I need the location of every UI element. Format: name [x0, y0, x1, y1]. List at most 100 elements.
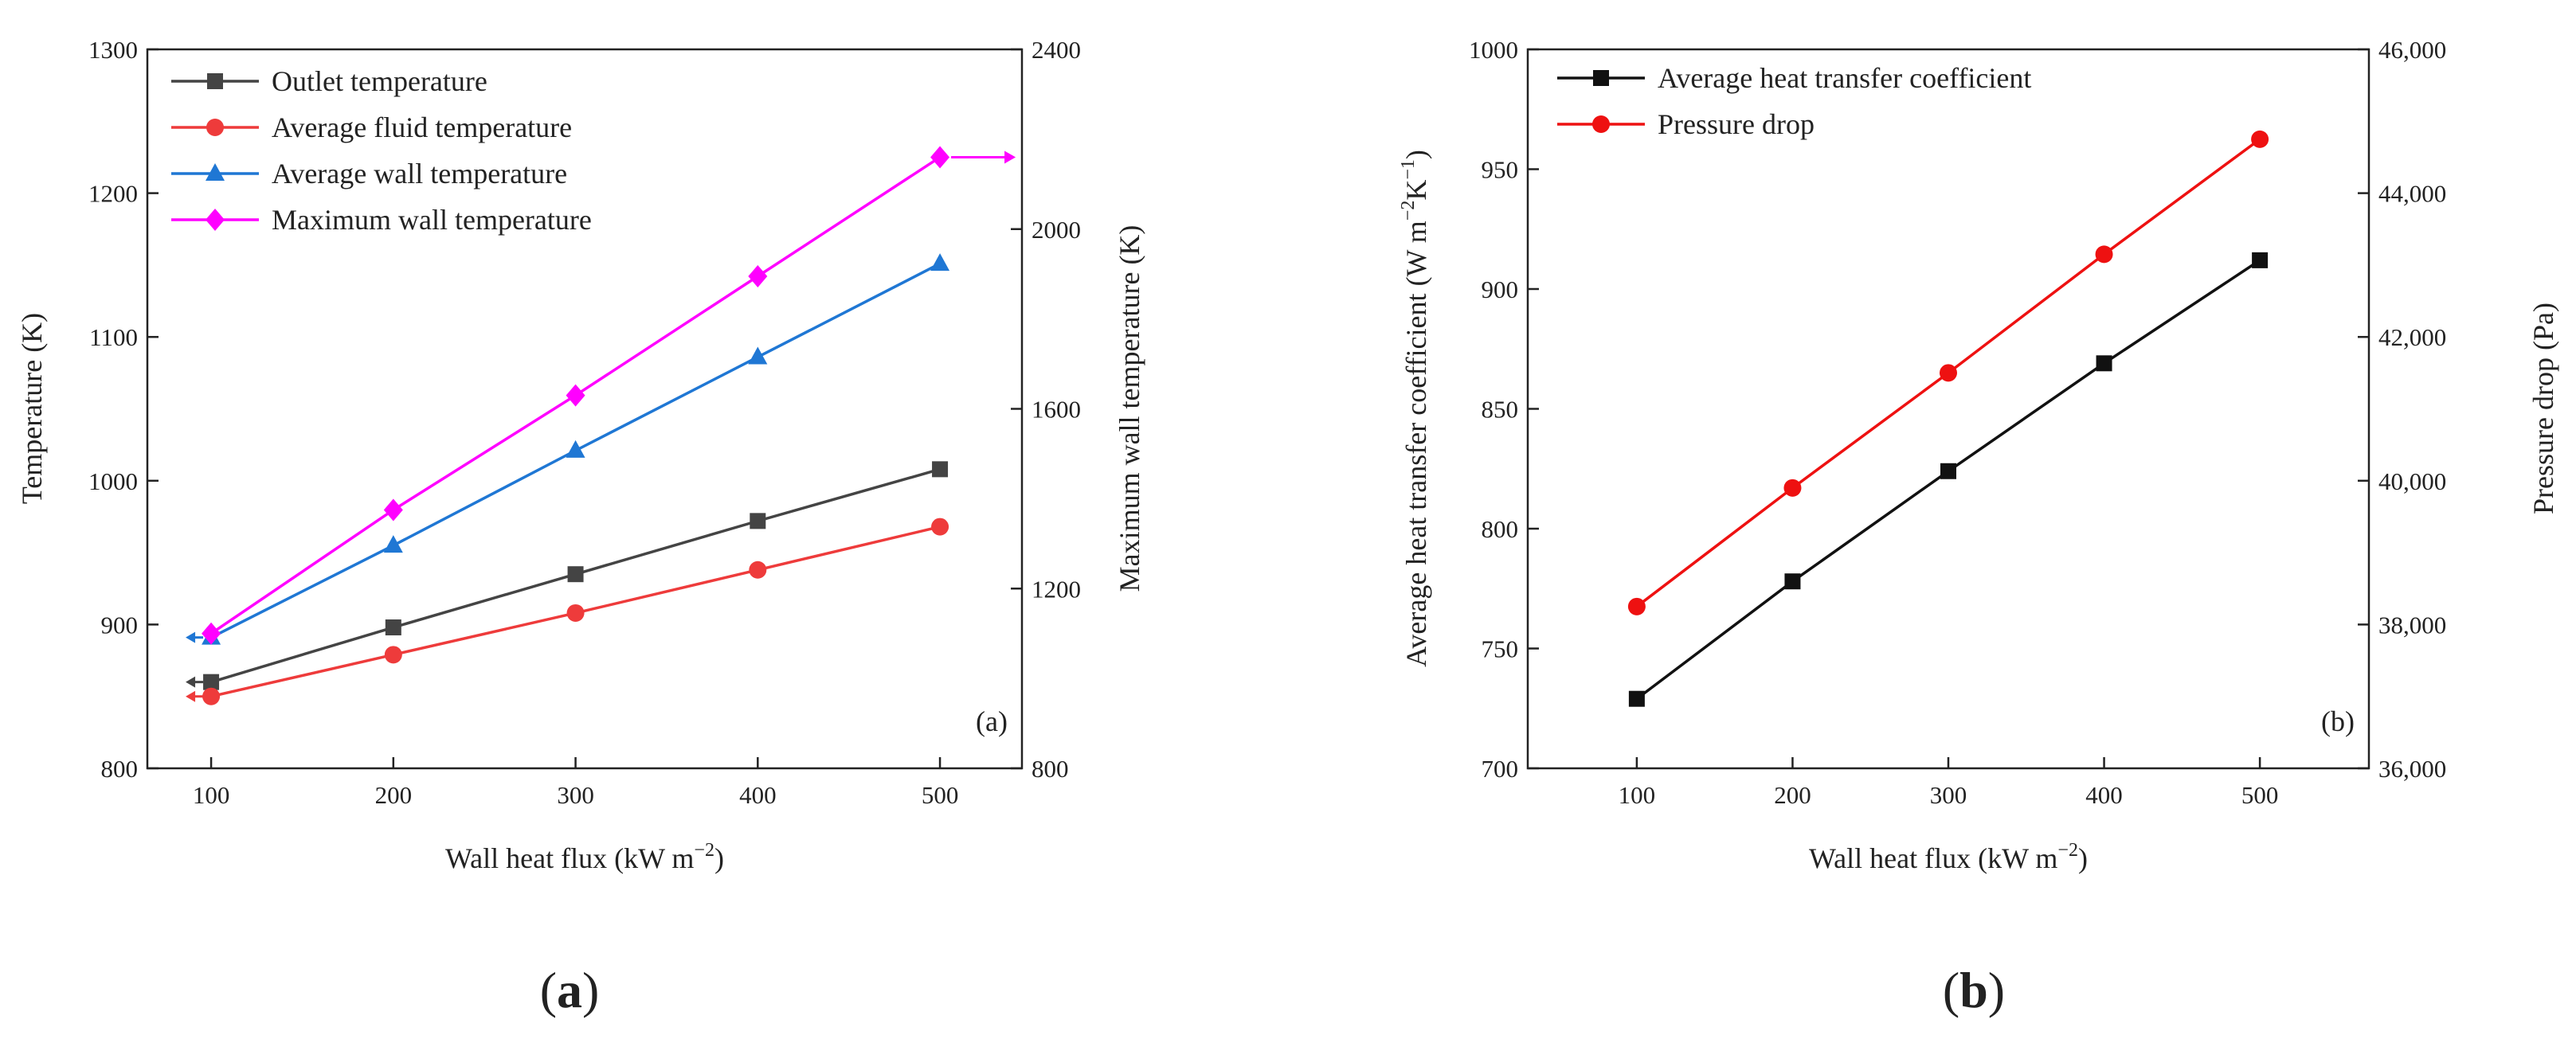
chart-a-y-tick-label: 800: [101, 755, 139, 783]
chart-b-legend-label: Average heat transfer coefficient: [1658, 62, 2031, 94]
chart-a-data-point: [383, 535, 403, 553]
chart-a-legend-label: Average fluid temperature: [272, 111, 572, 143]
chart-a-x-tick-label: 100: [193, 781, 230, 809]
chart-b-data-point: [2095, 245, 2113, 264]
chart-b-data-point: [1628, 690, 1645, 707]
chart-a-y2-tick-label: 2400: [1032, 36, 1081, 64]
chart-b-data-point: [2251, 130, 2269, 148]
chart-b-y2-tick-label: 42,000: [2378, 323, 2446, 351]
chart-b-y2-tick-label: 46,000: [2378, 36, 2446, 64]
chart-b-x-tick-label: 200: [1774, 781, 1811, 809]
chart-a-legend-marker: [206, 163, 225, 181]
chart-a-x-tick-label: 400: [739, 781, 777, 809]
chart-b-x-tick-label: 400: [2085, 781, 2123, 809]
chart-a-y2-tick-label: 1600: [1032, 396, 1081, 424]
chart-a-legend: Outlet temperature Average fluid temperat…: [171, 65, 592, 236]
chart-a: 100 200 300 400 500 800 900 1000 1100 1200 1300 8…: [16, 36, 1145, 874]
chart-a-legend-label: Outlet temperature: [272, 65, 487, 97]
chart-a-data-point: [202, 622, 221, 645]
chart-b-data-point: [1940, 364, 1957, 382]
chart-b-x-tick-label: 300: [1930, 781, 1967, 809]
chart-a-y2-tick-label: 2000: [1032, 216, 1081, 244]
chart-b-legend-label: Pressure drop: [1658, 108, 1815, 140]
chart-b-y2-tick-label: 36,000: [2378, 755, 2446, 783]
chart-b-series: [1627, 130, 2269, 707]
chart-a-data-point: [383, 498, 403, 522]
chart-b-y2-tick-label: 44,000: [2378, 180, 2446, 208]
chart-b-x-axis-label: Wall heat flux (kW m−2): [1809, 840, 2088, 874]
chart-b-data-point: [2252, 252, 2269, 268]
chart-a-legend-marker: [207, 73, 223, 89]
chart-a-data-point: [566, 384, 585, 407]
chart-b: 100 200 300 400 500 700 750 800 850 900 950 1000 3…: [1398, 36, 2559, 874]
chart-a-y-tick-label: 900: [101, 611, 139, 639]
chart-a-y2-ticks: 800 1200 1600 2000 2400: [1011, 36, 1081, 783]
chart-a-y-tick-label: 1100: [89, 323, 138, 351]
chart-b-legend: Average heat transfer coefficient Pressur…: [1557, 62, 2031, 140]
chart-a-legend-label: Average wall temperature: [272, 158, 567, 189]
chart-b-y-tick-label: 750: [1482, 635, 1519, 663]
chart-b-data-point: [1783, 479, 1802, 497]
chart-b-y-tick-label: 850: [1482, 396, 1519, 424]
chart-a-x-axis-label: Wall heat flux (kW m−2): [445, 840, 724, 874]
chart-a-y-ticks: 800 900 1000 1100 1200 1300: [88, 36, 159, 783]
chart-a-series: [186, 146, 1016, 705]
chart-b-y-tick-label: 700: [1482, 755, 1519, 783]
chart-a-y-tick-label: 1200: [88, 180, 138, 208]
chart-b-series-line: [1635, 259, 2261, 701]
chart-b-y2-ticks: 36,000 38,000 40,000 42,000 44,000 46,000: [2358, 36, 2446, 783]
chart-b-legend-marker: [1593, 70, 1609, 86]
chart-b-data-point: [1940, 463, 1956, 479]
chart-b-y2-tick-label: 38,000: [2378, 611, 2446, 639]
caption-a: (a): [540, 962, 600, 1018]
chart-a-y2-tick-label: 800: [1032, 755, 1069, 783]
chart-a-legend-label: Maximum wall temperature: [272, 204, 592, 236]
chart-b-y-tick-label: 800: [1482, 515, 1519, 543]
chart-b-x-tick-label: 100: [1619, 781, 1656, 809]
chart-a-y-tick-label: 1300: [88, 36, 138, 64]
chart-a-axis-arrow-head: [186, 676, 196, 688]
chart-b-legend-marker: [1592, 115, 1610, 133]
chart-a-axis-arrow-head: [186, 631, 196, 643]
chart-b-data-point: [2096, 355, 2112, 372]
chart-b-plot-frame: [1526, 48, 2370, 770]
chart-b-y-axis-label: Average heat transfer coefficient (W m−2…: [1398, 150, 1432, 667]
chart-a-data-point: [749, 561, 767, 579]
chart-a-data-point: [203, 674, 220, 690]
chart-a-data-point: [748, 265, 768, 288]
chart-a-y2-tick-label: 1200: [1032, 575, 1081, 603]
chart-a-data-point: [748, 346, 768, 365]
chart-b-y2-axis-label: Pressure drop (Pa): [2527, 303, 2559, 514]
chart-a-data-point: [932, 461, 949, 478]
chart-a-data-point: [566, 439, 585, 458]
chart-a-y2-axis-label: Maximum wall temperature (K): [1114, 225, 1145, 592]
chart-a-legend-marker: [206, 209, 225, 231]
caption-b: (b): [1943, 962, 2005, 1018]
chart-b-y2-tick-label: 40,000: [2378, 467, 2446, 495]
chart-b-data-point: [1784, 573, 1801, 590]
chart-b-y-tick-label: 1000: [1469, 36, 1518, 64]
chart-b-y-ticks: 700 750 800 850 900 950 1000: [1469, 36, 1539, 783]
chart-b-x-ticks: 100 200 300 400 500: [1619, 757, 2279, 809]
chart-b-y-tick-label: 950: [1482, 156, 1519, 184]
chart-b-data-point: [1627, 597, 1646, 615]
chart-a-legend-marker: [206, 119, 224, 136]
chart-a-data-point: [566, 604, 585, 622]
chart-a-data-point: [385, 619, 401, 636]
chart-b-panel-label: (b): [2321, 705, 2355, 737]
chart-a-axis-arrow-head: [186, 690, 196, 702]
chart-a-y-tick-label: 1000: [88, 467, 138, 495]
chart-a-data-point: [567, 566, 584, 583]
chart-a-data-point: [202, 687, 221, 705]
chart-a-y-axis-label: Temperature (K): [16, 313, 48, 504]
chart-a-axis-arrow-head: [1004, 150, 1016, 164]
chart-a-x-tick-label: 500: [922, 781, 959, 809]
chart-a-data-point: [750, 513, 766, 529]
chart-a-x-tick-label: 200: [375, 781, 413, 809]
chart-b-y-tick-label: 900: [1482, 275, 1519, 303]
chart-a-panel-label: (a): [976, 705, 1008, 737]
chart-b-x-tick-label: 500: [2241, 781, 2279, 809]
chart-a-data-point: [384, 646, 402, 664]
chart-a-data-point: [930, 253, 950, 271]
